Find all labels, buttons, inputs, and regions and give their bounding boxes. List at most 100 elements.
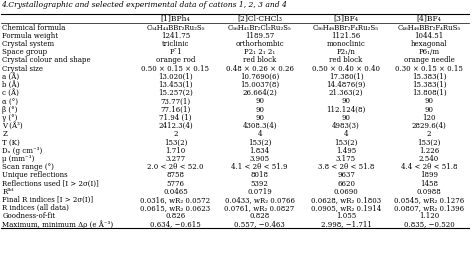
Text: 1241.75: 1241.75 — [161, 32, 190, 40]
Text: 112.124(8): 112.124(8) — [327, 106, 365, 114]
Text: 90: 90 — [255, 106, 264, 114]
Text: 153(2): 153(2) — [164, 139, 187, 146]
Text: 1121.56: 1121.56 — [331, 32, 361, 40]
Text: 0.0615, wR₂ 0.0623: 0.0615, wR₂ 0.0623 — [140, 204, 210, 212]
Text: [4]BF₄: [4]BF₄ — [417, 15, 441, 23]
Text: 2412.3(4): 2412.3(4) — [158, 122, 193, 130]
Text: 0.0316, wR₂ 0.0572: 0.0316, wR₂ 0.0572 — [140, 196, 210, 204]
Text: 13.020(1): 13.020(1) — [158, 73, 193, 81]
Text: 0.0465: 0.0465 — [163, 188, 188, 196]
Text: Goodness-of-fit: Goodness-of-fit — [2, 212, 55, 220]
Text: 0.828: 0.828 — [249, 212, 270, 220]
Text: C₅₆H₄₁Br₂Cl₂Ru₂S₅: C₅₆H₄₁Br₂Cl₂Ru₂S₅ — [228, 24, 292, 31]
Text: 3.905: 3.905 — [249, 155, 270, 163]
Text: 71.94 (1): 71.94 (1) — [159, 114, 191, 122]
Text: C₅₄H₄₄BBr₂Ru₂S₅: C₅₄H₄₄BBr₂Ru₂S₅ — [146, 24, 205, 31]
Text: 15.257(2): 15.257(2) — [158, 89, 193, 97]
Text: 13.808(1): 13.808(1) — [412, 89, 447, 97]
Text: c (Å): c (Å) — [2, 89, 19, 97]
Text: 4983(3): 4983(3) — [332, 122, 360, 130]
Text: b (Å): b (Å) — [2, 81, 20, 89]
Text: 90: 90 — [255, 98, 264, 106]
Text: 0.0690: 0.0690 — [334, 188, 358, 196]
Text: 8758: 8758 — [166, 171, 184, 179]
Text: 153(2): 153(2) — [417, 139, 441, 146]
Text: β (°): β (°) — [2, 106, 18, 114]
Text: Crystal size: Crystal size — [2, 64, 43, 73]
Text: 1458: 1458 — [420, 179, 438, 187]
Text: 0.0905, wR₂ 0.1914: 0.0905, wR₂ 0.1914 — [311, 204, 381, 212]
Text: 153(2): 153(2) — [248, 139, 271, 146]
Text: γ (°): γ (°) — [2, 114, 18, 122]
Text: 1189.57: 1189.57 — [245, 32, 274, 40]
Text: T (K): T (K) — [2, 139, 20, 146]
Text: 2.0 < 2θ < 52.0: 2.0 < 2θ < 52.0 — [147, 163, 204, 171]
Text: 0.826: 0.826 — [165, 212, 186, 220]
Text: 5392: 5392 — [251, 179, 269, 187]
Text: orange needle: orange needle — [404, 56, 455, 64]
Text: 3.175: 3.175 — [336, 155, 356, 163]
Text: [1]BPh₄: [1]BPh₄ — [161, 15, 190, 23]
Text: Scan range (°): Scan range (°) — [2, 163, 54, 171]
Text: 10.7690(6): 10.7690(6) — [240, 73, 279, 81]
Text: 0.634, −0.615: 0.634, −0.615 — [150, 220, 201, 229]
Text: 153(2): 153(2) — [334, 139, 358, 146]
Text: 14.4876(9): 14.4876(9) — [327, 81, 365, 89]
Text: 73.77(1): 73.77(1) — [160, 98, 191, 106]
Text: 2829.6(4): 2829.6(4) — [411, 122, 447, 130]
Text: triclinic: triclinic — [162, 40, 189, 48]
Text: Space group: Space group — [2, 48, 47, 56]
Text: 90: 90 — [342, 114, 351, 122]
Text: 2: 2 — [427, 130, 431, 138]
Text: Maximum, minimum Δρ (e Å⁻³): Maximum, minimum Δρ (e Å⁻³) — [2, 220, 113, 229]
Text: 0.50 × 0.15 × 0.15: 0.50 × 0.15 × 0.15 — [141, 64, 210, 73]
Text: 0.0719: 0.0719 — [247, 188, 272, 196]
Text: α (°): α (°) — [2, 98, 18, 106]
Text: 0.557, −0.463: 0.557, −0.463 — [234, 220, 285, 229]
Text: 17.380(1): 17.380(1) — [329, 73, 364, 81]
Text: R indices (all data): R indices (all data) — [2, 204, 69, 212]
Text: 4.1 < 2θ < 51.9: 4.1 < 2θ < 51.9 — [231, 163, 288, 171]
Text: 1.120: 1.120 — [419, 212, 439, 220]
Text: 9637: 9637 — [337, 171, 355, 179]
Text: 1044.51: 1044.51 — [414, 32, 444, 40]
Text: 4: 4 — [344, 130, 348, 138]
Text: 0.0761, wR₂ 0.0827: 0.0761, wR₂ 0.0827 — [225, 204, 295, 212]
Text: Crystal system: Crystal system — [2, 40, 55, 48]
Text: 8018: 8018 — [251, 171, 269, 179]
Text: Z: Z — [2, 130, 7, 138]
Text: 0.0433, wR₂ 0.0766: 0.0433, wR₂ 0.0766 — [225, 196, 294, 204]
Text: P2₁ 2₁ 2₁: P2₁ 2₁ 2₁ — [244, 48, 275, 56]
Text: red block: red block — [243, 56, 276, 64]
Text: orange rod: orange rod — [156, 56, 195, 64]
Text: 3.8 < 2θ < 51.8: 3.8 < 2θ < 51.8 — [318, 163, 374, 171]
Text: μ (mm⁻¹): μ (mm⁻¹) — [2, 155, 35, 163]
Text: 90: 90 — [255, 114, 264, 122]
Text: 1.055: 1.055 — [336, 212, 356, 220]
Text: 15.0037(8): 15.0037(8) — [240, 81, 279, 89]
Text: 0.0545, wR₂ 0.1276: 0.0545, wR₂ 0.1276 — [394, 196, 464, 204]
Text: Unique reflections: Unique reflections — [2, 171, 68, 179]
Text: 15.383(1): 15.383(1) — [412, 73, 446, 81]
Text: V (Å³): V (Å³) — [2, 122, 23, 130]
Text: 5776: 5776 — [166, 179, 184, 187]
Text: orthorhombic: orthorhombic — [235, 40, 284, 48]
Text: 0.835, −0.520: 0.835, −0.520 — [404, 220, 455, 229]
Text: 1.710: 1.710 — [165, 147, 186, 155]
Text: 26.664(2): 26.664(2) — [242, 89, 277, 97]
Text: 90: 90 — [425, 98, 434, 106]
Text: 90: 90 — [425, 106, 434, 114]
Text: P6₁/m: P6₁/m — [419, 48, 439, 56]
Text: 3.277: 3.277 — [165, 155, 185, 163]
Text: monoclinic: monoclinic — [327, 40, 365, 48]
Text: Final R indices [I > 2σ(I)]: Final R indices [I > 2σ(I)] — [2, 196, 93, 204]
Text: 4.4 < 2θ < 51.8: 4.4 < 2θ < 51.8 — [401, 163, 457, 171]
Text: 1.226: 1.226 — [419, 147, 439, 155]
Text: Dₓ (g cm⁻³): Dₓ (g cm⁻³) — [2, 147, 43, 155]
Text: red block: red block — [329, 56, 363, 64]
Text: 90: 90 — [342, 98, 351, 106]
Text: [2]Cl·CHCl₃: [2]Cl·CHCl₃ — [237, 15, 282, 23]
Text: 77.16(1): 77.16(1) — [160, 106, 191, 114]
Text: 0.0988: 0.0988 — [417, 188, 441, 196]
Text: [3]BF₄: [3]BF₄ — [334, 15, 358, 23]
